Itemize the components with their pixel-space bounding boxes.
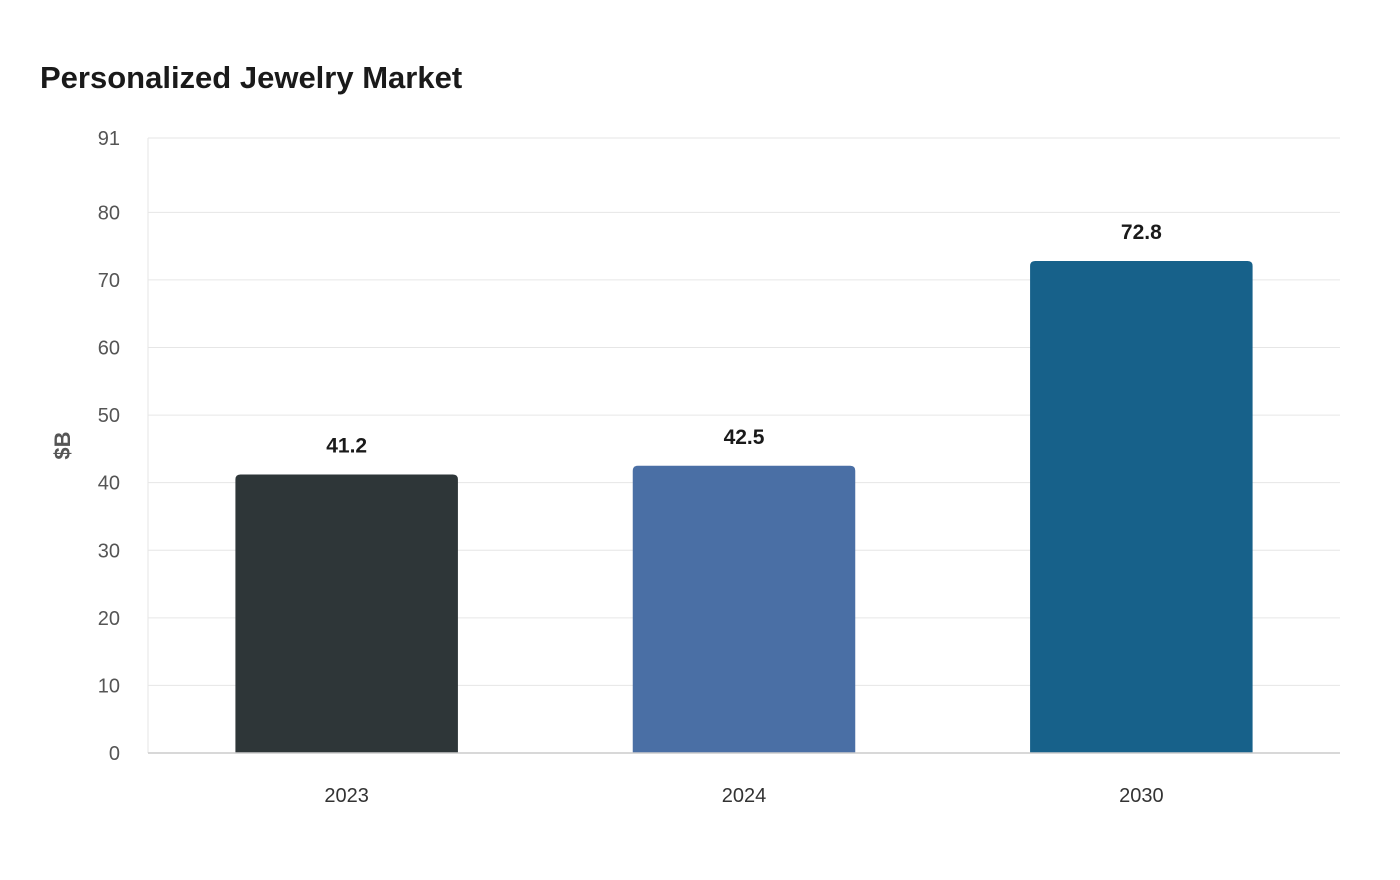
data-label-2023: 41.2 <box>326 435 367 458</box>
y-tick-label: 0 <box>109 743 120 765</box>
bar-2024 <box>632 465 856 753</box>
y-tick-label: 10 <box>98 675 120 697</box>
y-tick-label: 60 <box>98 338 120 360</box>
y-tick-label: 80 <box>98 202 120 224</box>
x-tick-label-2023: 2023 <box>324 785 369 807</box>
y-tick-label: 91 <box>98 128 120 150</box>
data-label-2030: 72.8 <box>1121 221 1162 244</box>
x-tick-label-2024: 2024 <box>722 785 767 807</box>
y-tick-label: 50 <box>98 405 120 427</box>
x-axis-ticks: 2023 2024 2030 <box>324 785 1163 807</box>
y-tick-label: 70 <box>98 270 120 292</box>
chart-title: Personalized Jewelry Market <box>40 60 463 95</box>
y-tick-label: 30 <box>98 540 120 562</box>
y-tick-label: 40 <box>98 473 120 495</box>
bar-2030 <box>1030 261 1253 753</box>
bar-2023 <box>235 474 458 753</box>
y-axis-ticks: 0 10 20 30 40 50 60 70 80 91 <box>98 128 120 765</box>
x-tick-label-2030: 2030 <box>1119 785 1164 807</box>
data-label-2024: 42.5 <box>724 426 765 449</box>
data-labels: 41.2 42.5 72.8 <box>326 221 1162 458</box>
y-axis-title: $B <box>50 431 75 459</box>
bars <box>235 261 1253 753</box>
y-tick-label: 20 <box>98 608 120 630</box>
